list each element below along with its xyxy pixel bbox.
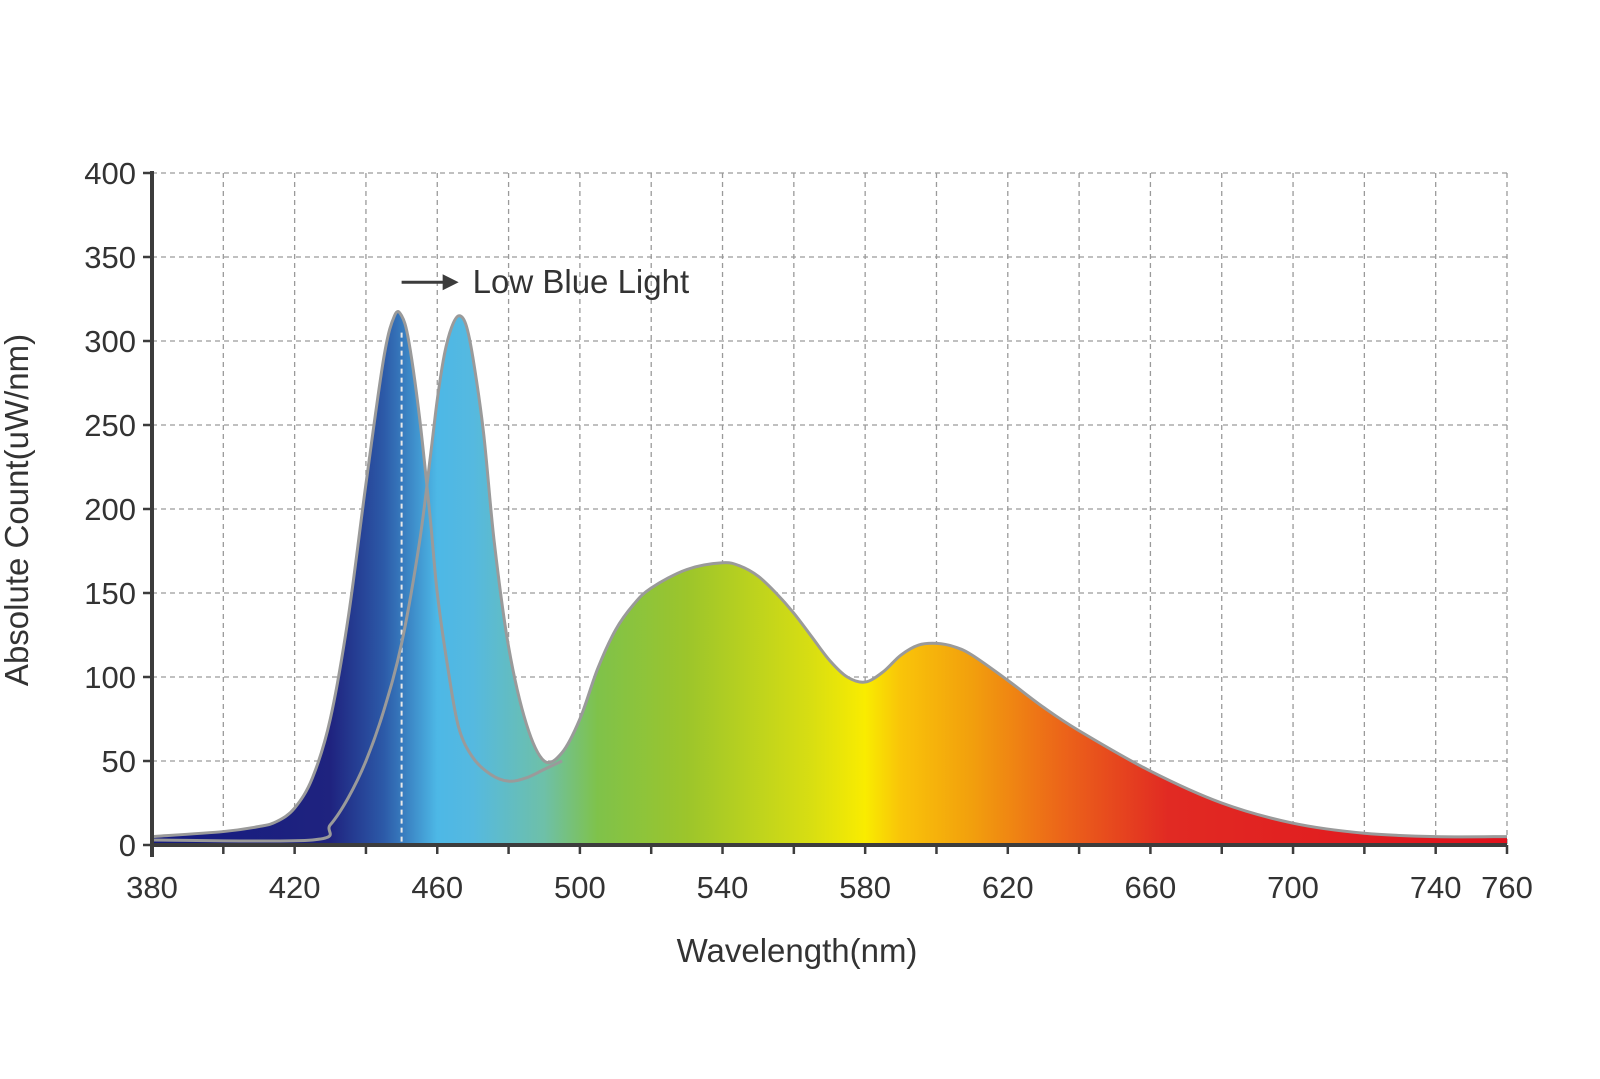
- low-blue-spectrum-curve: [152, 314, 1507, 843]
- x-tick-label: 540: [697, 870, 749, 905]
- y-axis-title: Absolute Count(uW/nm): [0, 334, 35, 686]
- low-blue-light-annotation: Low Blue Light: [401, 263, 689, 300]
- y-tick-label: 100: [84, 660, 136, 695]
- x-tick-label: 660: [1125, 870, 1177, 905]
- x-axis-title: Wavelength(nm): [677, 932, 918, 969]
- y-tick-label: 250: [84, 408, 136, 443]
- arrow-right-icon: [442, 274, 459, 291]
- x-tick-label: 740: [1410, 870, 1462, 905]
- x-tick-label: 620: [982, 870, 1034, 905]
- axis-ticks: 380 420 460 500 540 580 620 660 700 740 760 0 50 100 1…: [84, 156, 1533, 905]
- annotation-label: Low Blue Light: [473, 263, 689, 300]
- axes: [150, 171, 1507, 857]
- y-tick-label: 350: [84, 240, 136, 275]
- x-tick-label: 380: [126, 870, 178, 905]
- x-tick-label: 700: [1267, 870, 1319, 905]
- x-tick-label: 760: [1481, 870, 1533, 905]
- standard-spectrum-curve: [152, 310, 563, 839]
- low-blue-spectrum-area: [152, 315, 1507, 845]
- y-tick-label: 400: [84, 156, 136, 191]
- grid-lines: [152, 172, 1508, 845]
- x-tick-label: 420: [269, 870, 321, 905]
- y-tick-label: 200: [84, 492, 136, 527]
- y-tick-label: 150: [84, 576, 136, 611]
- x-tick-label: 460: [411, 870, 463, 905]
- y-tick-label: 300: [84, 324, 136, 359]
- standard-spectrum-area: [152, 311, 563, 846]
- x-tick-label: 500: [554, 870, 606, 905]
- y-tick-label: 0: [119, 828, 136, 863]
- y-tick-label: 50: [102, 744, 136, 779]
- x-tick-label: 580: [839, 870, 891, 905]
